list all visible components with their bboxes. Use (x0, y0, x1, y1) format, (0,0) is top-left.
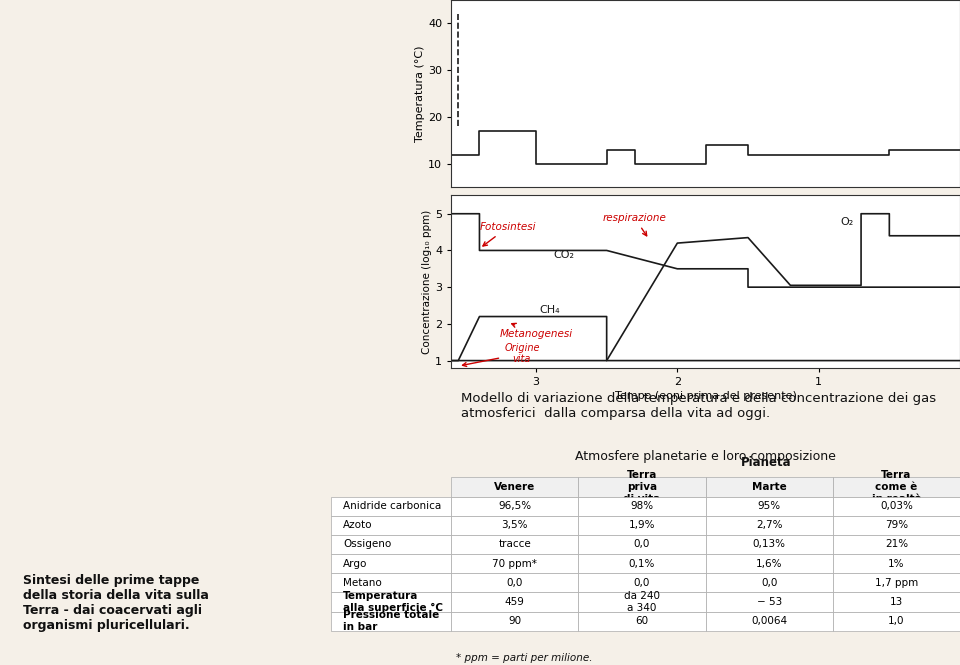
Text: respirazione: respirazione (603, 213, 667, 236)
Y-axis label: Concentrazione (log₁₀ ppm): Concentrazione (log₁₀ ppm) (422, 209, 432, 354)
Text: Sintesi delle prime tappe
della storia della vita sulla
Terra - dai coacervati a: Sintesi delle prime tappe della storia d… (23, 574, 208, 632)
Y-axis label: Temperatura (°C): Temperatura (°C) (416, 45, 425, 142)
Text: O₂: O₂ (840, 217, 853, 227)
Text: Origine
vita: Origine vita (463, 343, 540, 366)
Text: * ppm = parti per milione.: * ppm = parti per milione. (456, 653, 592, 663)
Text: Atmosfere planetarie e loro composizione: Atmosfere planetarie e loro composizione (575, 450, 836, 463)
X-axis label: Tempo (eoni prima del presente): Tempo (eoni prima del presente) (614, 391, 797, 401)
Text: Pianeta: Pianeta (741, 456, 792, 469)
Text: CO₂: CO₂ (554, 250, 575, 260)
Text: Fotosintesi: Fotosintesi (479, 222, 536, 246)
Text: Modello di variazione della temperatura e della concentrazione dei gas
atmosferi: Modello di variazione della temperatura … (462, 392, 937, 420)
Text: CH₄: CH₄ (540, 305, 561, 315)
Text: Metanogenesi: Metanogenesi (499, 323, 572, 338)
